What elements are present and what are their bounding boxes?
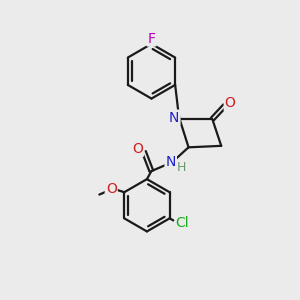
Text: N: N bbox=[169, 111, 179, 124]
Text: Cl: Cl bbox=[176, 215, 189, 230]
Text: O: O bbox=[225, 96, 236, 110]
Text: O: O bbox=[132, 142, 143, 156]
Text: N: N bbox=[166, 154, 176, 169]
Text: H: H bbox=[176, 161, 186, 174]
Text: O: O bbox=[106, 182, 117, 196]
Text: F: F bbox=[148, 32, 155, 46]
